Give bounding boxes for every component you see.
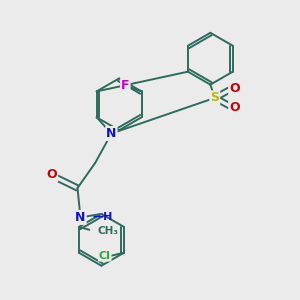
Text: Cl: Cl	[99, 251, 111, 261]
Text: N: N	[106, 127, 117, 140]
Text: N: N	[75, 211, 85, 224]
Text: CH₃: CH₃	[98, 226, 118, 236]
Text: O: O	[229, 82, 240, 95]
Text: S: S	[210, 92, 219, 104]
Text: F: F	[121, 79, 130, 92]
Text: O: O	[229, 101, 240, 114]
Text: —H: —H	[93, 212, 113, 222]
Text: O: O	[46, 168, 57, 181]
